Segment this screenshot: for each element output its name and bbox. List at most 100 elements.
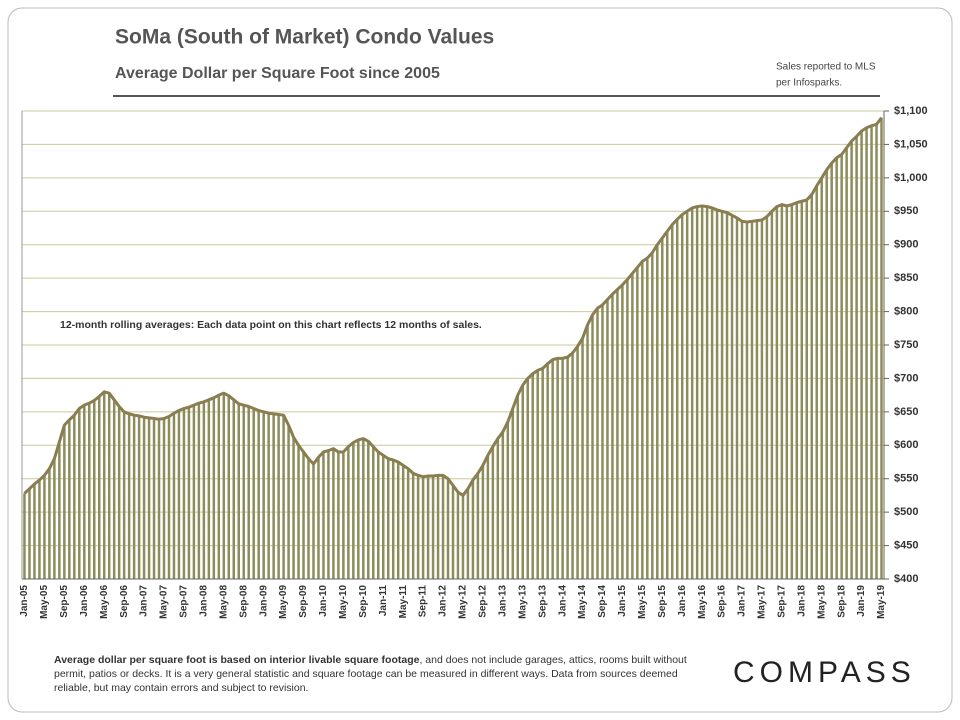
bar (611, 294, 614, 579)
footnote-bold: Average dollar per square foot is based … (54, 654, 420, 666)
bar (78, 408, 81, 579)
bar (287, 425, 290, 579)
bar (750, 221, 754, 580)
bar (830, 163, 833, 580)
bar (436, 475, 440, 579)
bar (372, 446, 375, 579)
bar (501, 431, 505, 579)
bar (805, 199, 809, 580)
bar (342, 451, 345, 579)
bar (202, 401, 206, 579)
bar (132, 415, 136, 579)
bar (446, 478, 450, 579)
x-tick-label: Jan-05 (19, 585, 30, 617)
bar (566, 357, 569, 579)
bar (656, 244, 659, 579)
bar (107, 393, 111, 579)
x-tick-label: Sep-10 (358, 585, 369, 618)
bar (461, 495, 465, 579)
x-tick-label: Sep-18 (836, 585, 847, 618)
bar (636, 267, 639, 579)
bar (242, 405, 245, 579)
x-tick-label: May-08 (218, 585, 229, 619)
bar (312, 464, 315, 579)
bar (401, 465, 405, 579)
bar (53, 458, 56, 579)
bar (441, 475, 445, 579)
x-tick-label: May-11 (398, 585, 409, 619)
y-tick-label: $1,000 (894, 172, 928, 184)
bar (68, 419, 71, 579)
bar (237, 403, 240, 579)
bar (825, 169, 828, 579)
y-tick-label: $850 (894, 272, 918, 284)
bar (102, 391, 106, 579)
x-tick-label: Sep-05 (59, 585, 70, 618)
bar (247, 406, 250, 579)
bar (760, 219, 764, 579)
bar (720, 211, 724, 580)
bar (770, 211, 774, 580)
bar (471, 480, 475, 579)
bar (38, 480, 41, 579)
bar (790, 204, 794, 579)
y-tick-label: $650 (894, 406, 918, 418)
bar (162, 418, 166, 579)
bar (391, 459, 395, 579)
bar (362, 438, 365, 579)
bar (596, 308, 599, 579)
bar (845, 147, 848, 579)
bar (172, 413, 176, 579)
bar (521, 385, 525, 579)
chart-subtitle: Average Dollar per Square Foot since 200… (115, 65, 440, 82)
bar (626, 279, 629, 579)
bar (137, 415, 141, 579)
x-tick-label: Jan-15 (617, 585, 628, 617)
bar (651, 252, 654, 580)
bar (456, 492, 460, 579)
bar (317, 457, 320, 579)
bar (745, 221, 749, 580)
bar (272, 413, 275, 579)
bar (396, 462, 400, 579)
bar (685, 211, 689, 580)
x-tick-label: Sep-06 (119, 585, 130, 618)
x-tick-label: Sep-14 (597, 585, 608, 618)
x-tick-label: May-18 (816, 585, 827, 619)
source-note: per Infosparks. (776, 78, 842, 89)
x-tick-label: Jan-10 (318, 585, 329, 617)
bar (531, 373, 534, 579)
bar (48, 468, 51, 579)
bar (875, 124, 878, 579)
bar (641, 261, 644, 579)
bar (616, 289, 619, 579)
bar (571, 353, 574, 579)
bar (486, 455, 490, 579)
bar (780, 204, 784, 579)
bar (476, 473, 480, 579)
y-tick-label: $400 (894, 573, 918, 585)
bar (755, 220, 759, 579)
bar (621, 284, 624, 579)
y-tick-label: $900 (894, 239, 918, 251)
x-tick-label: May-06 (99, 585, 110, 619)
x-tick-label: Jan-06 (79, 585, 90, 617)
y-tick-label: $750 (894, 339, 918, 351)
bar (680, 214, 684, 579)
bar (431, 476, 435, 579)
bar (491, 446, 495, 579)
bar (516, 395, 520, 579)
bar (526, 378, 529, 579)
bar (586, 324, 589, 579)
x-tick-label: May-17 (757, 585, 768, 619)
bar (377, 451, 380, 579)
bar (367, 441, 370, 579)
bar (97, 396, 101, 579)
bar (267, 413, 270, 579)
bar (880, 117, 883, 579)
x-tick-label: May-07 (159, 585, 170, 619)
bar (601, 304, 604, 579)
bar (332, 448, 335, 579)
x-tick-label: Sep-16 (717, 585, 728, 618)
